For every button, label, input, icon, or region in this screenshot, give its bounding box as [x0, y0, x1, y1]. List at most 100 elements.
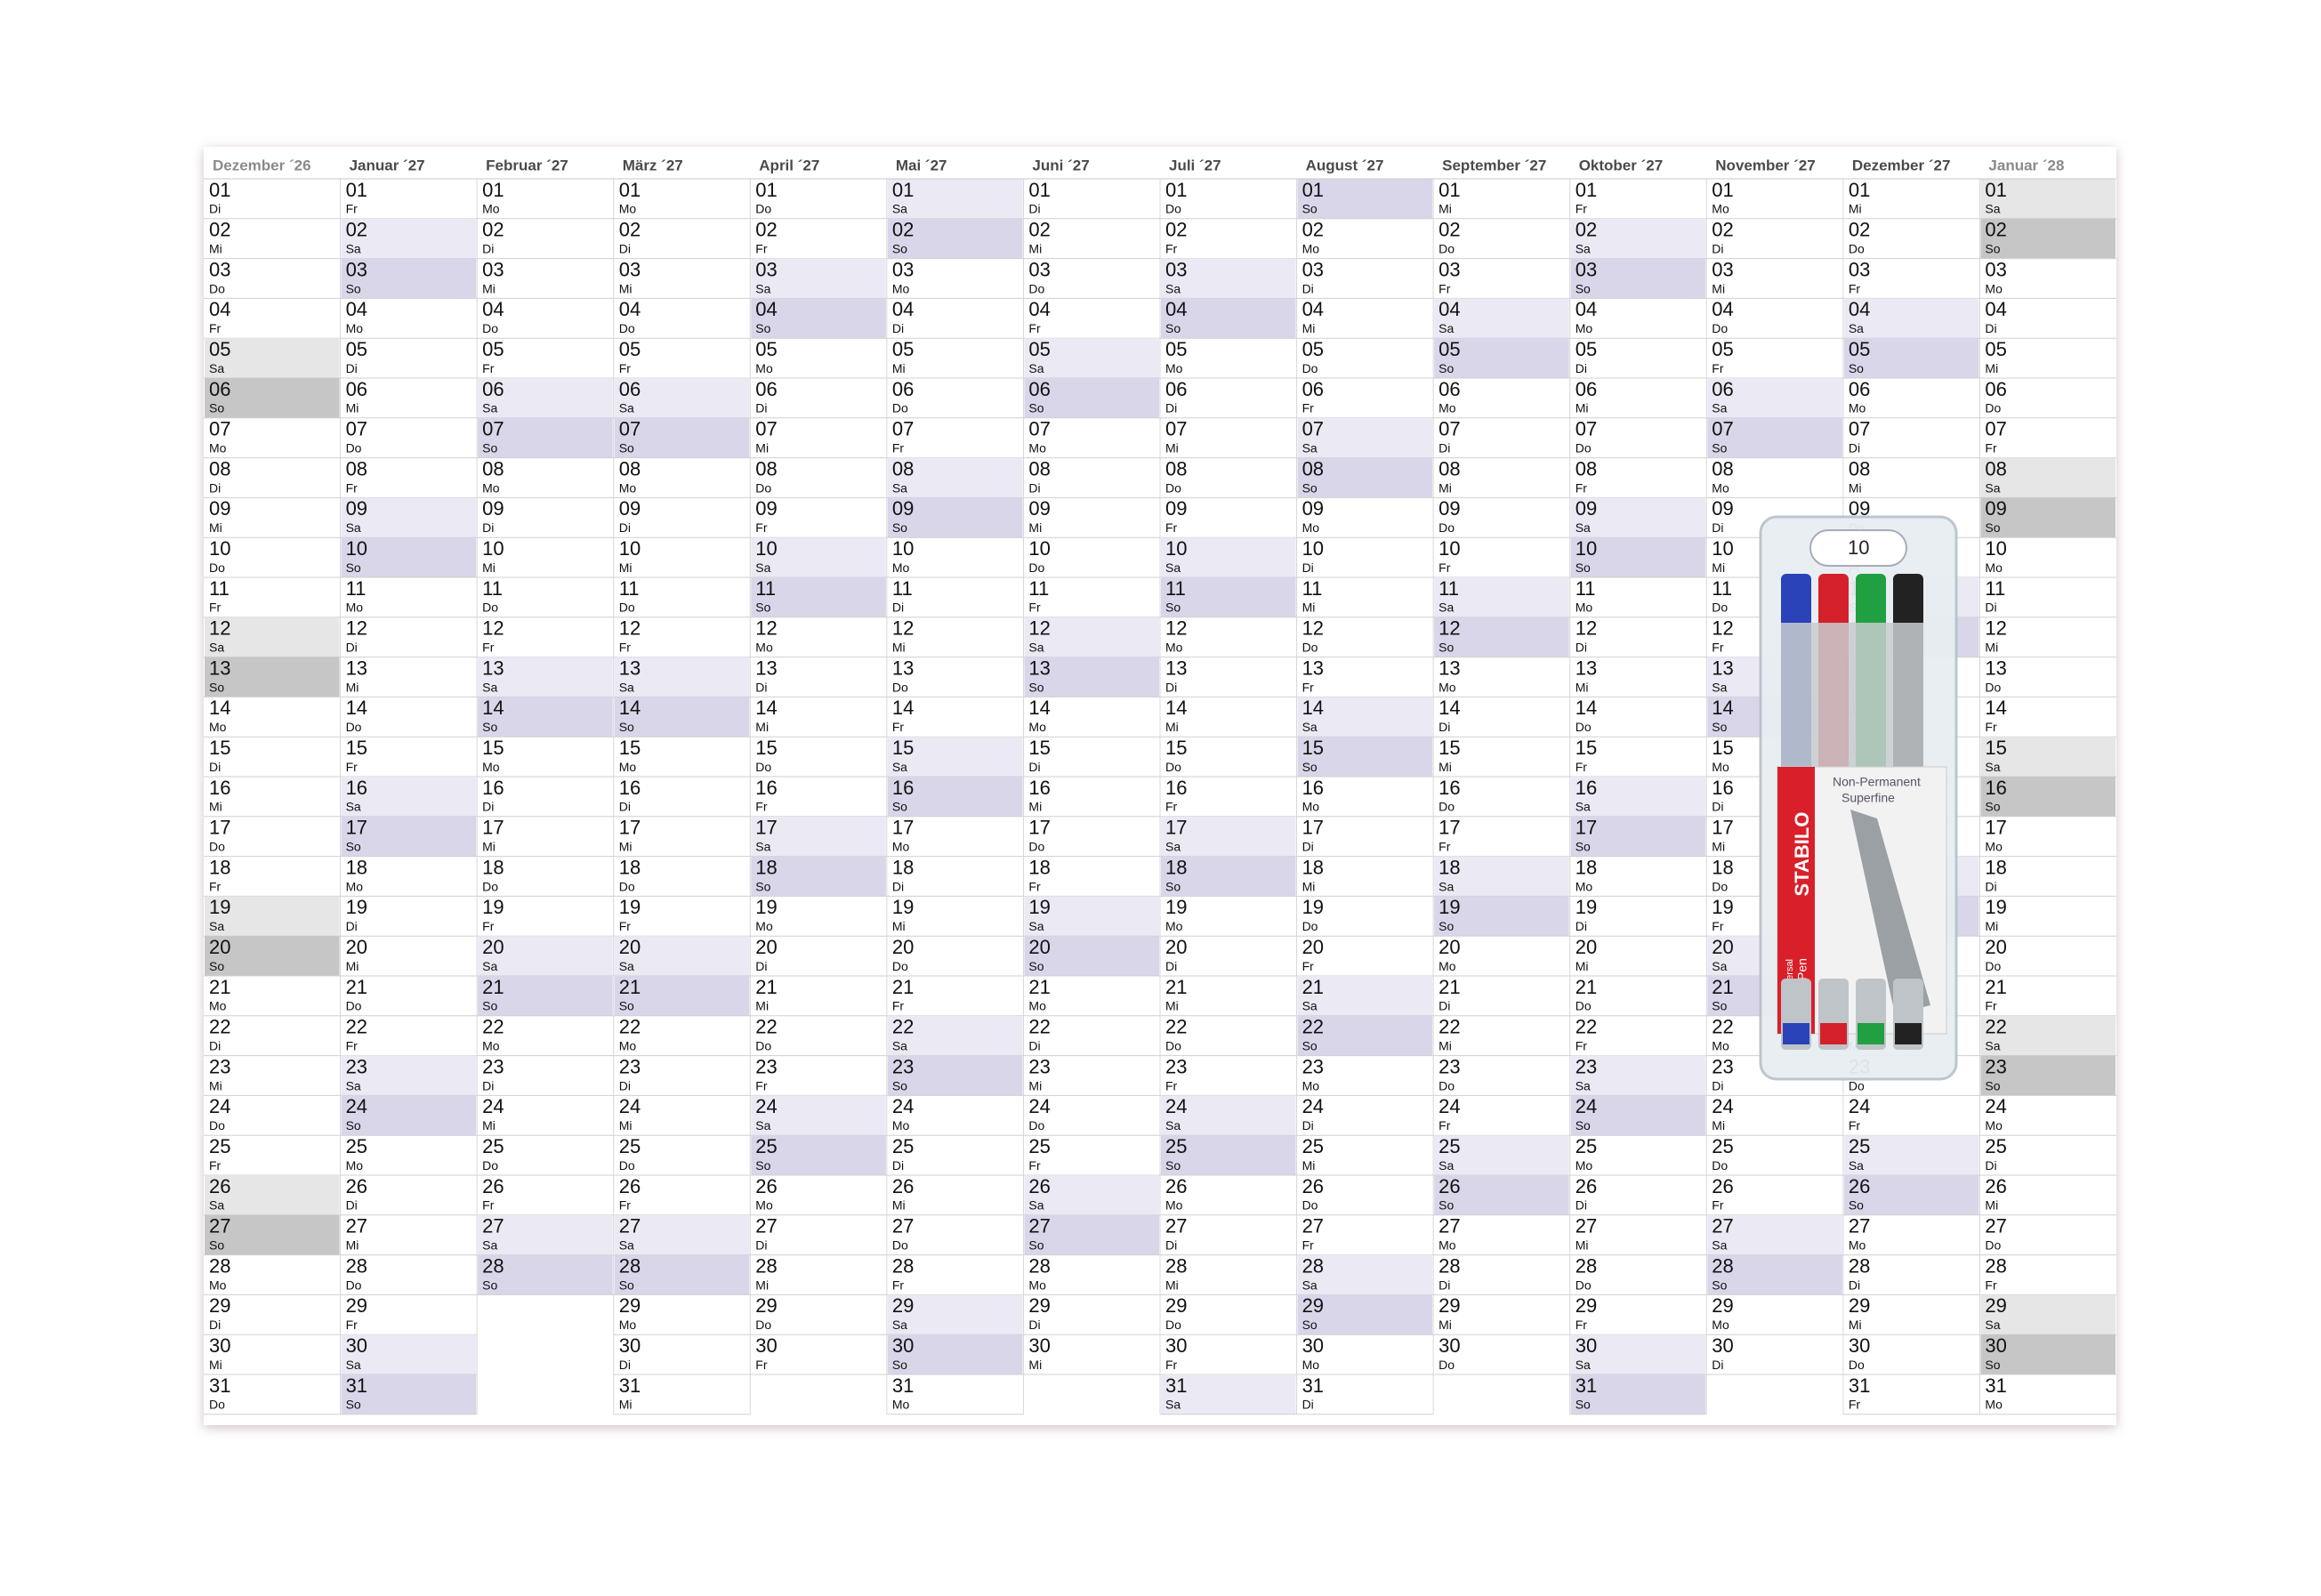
weekday: So [1576, 281, 1591, 295]
day-number: 04 [1302, 298, 1324, 320]
weekday: Mo [1576, 1158, 1593, 1173]
day-number: 07 [346, 418, 367, 440]
day-number: 19 [1302, 896, 1324, 918]
day-number: 28 [346, 1254, 367, 1277]
weekday: Mo [892, 281, 910, 295]
weekday: So [482, 999, 497, 1013]
weekend-cell [1570, 218, 1706, 259]
weekday: Sa [209, 361, 224, 375]
weekday: Fr [1165, 1078, 1178, 1092]
weekday: Mo [482, 480, 500, 495]
weekday: Di [346, 919, 358, 933]
day-number: 17 [482, 817, 504, 839]
weekday: Di [1712, 520, 1723, 535]
day-number: 07 [892, 418, 914, 440]
day-number: 09 [1985, 497, 2006, 520]
day-number: 12 [209, 617, 230, 640]
weekend-cell [751, 537, 886, 577]
day-number: 25 [1439, 1135, 1460, 1157]
day-number: 16 [1028, 777, 1050, 799]
day-number: 28 [1165, 1254, 1187, 1277]
day-number: 22 [619, 1016, 641, 1038]
day-number: 14 [1439, 697, 1460, 719]
day-number: 27 [1985, 1215, 2006, 1237]
day-number: 21 [892, 976, 914, 998]
weekday: Mo [1712, 480, 1729, 495]
weekday: Di [1302, 560, 1314, 575]
day-number: 09 [346, 497, 367, 520]
weekday: Mi [1165, 1278, 1179, 1292]
weekend-cell [1980, 179, 2115, 219]
weekday: Mi [346, 680, 359, 694]
day-number: 17 [619, 817, 641, 839]
day-number: 04 [755, 298, 777, 320]
day-number: 13 [1985, 657, 2006, 679]
weekday: Fr [892, 1278, 905, 1292]
weekday: Mo [619, 1318, 637, 1332]
day-number: 16 [1576, 777, 1597, 799]
day-number: 25 [1028, 1135, 1050, 1157]
weekday: Sa [482, 680, 497, 694]
day-number: 03 [1165, 258, 1187, 280]
weekday: Mi [482, 281, 496, 295]
day-number: 13 [1302, 657, 1324, 679]
weekend-cell [1024, 657, 1159, 697]
day-number: 24 [1576, 1095, 1597, 1117]
weekend-cell [751, 1095, 886, 1136]
weekend-cell [1707, 1254, 1842, 1295]
weekday: Do [1439, 1078, 1455, 1092]
weekday: So [1165, 1158, 1181, 1173]
weekday: Mo [1712, 1318, 1729, 1332]
day-number: 12 [346, 617, 367, 640]
weekend-cell [614, 378, 750, 418]
weekday: Sa [755, 1118, 770, 1133]
day-number: 30 [892, 1334, 914, 1357]
weekday: Sa [1712, 959, 1727, 973]
day-number: 05 [346, 338, 367, 360]
day-number: 28 [619, 1254, 641, 1277]
weekday: Di [346, 361, 358, 375]
weekend-cell [1434, 1135, 1569, 1175]
weekday: Fr [482, 641, 495, 655]
weekday: Di [1849, 1278, 1860, 1292]
weekday: So [619, 999, 634, 1013]
day-number: 02 [209, 219, 230, 241]
day-number: 07 [619, 418, 641, 440]
weekday: Di [755, 680, 767, 694]
weekday: Mi [755, 720, 769, 734]
weekday: Mo [1028, 1278, 1046, 1292]
weekend-cell [614, 1254, 750, 1295]
day-number: 04 [1712, 298, 1733, 320]
weekend-cell [887, 497, 1023, 538]
weekday: Mo [1028, 720, 1046, 734]
day-number: 17 [1985, 817, 2006, 839]
weekday: Fr [482, 1198, 495, 1213]
day-number: 25 [755, 1135, 777, 1157]
day-number: 02 [1576, 219, 1597, 241]
day-number: 07 [482, 418, 504, 440]
weekday: Fr [346, 760, 359, 774]
weekend-cell [887, 1334, 1023, 1374]
day-number: 24 [1849, 1095, 1870, 1117]
weekday: Mo [1302, 1358, 1320, 1372]
weekday: Do [1302, 919, 1318, 933]
weekday: Sa [482, 401, 497, 415]
day-number: 02 [1165, 219, 1187, 241]
day-number: 04 [346, 298, 367, 320]
day-number: 01 [1165, 179, 1187, 201]
weekday: Sa [1439, 879, 1454, 893]
weekday: Sa [1712, 401, 1727, 415]
weekend-cell [1980, 457, 2115, 498]
day-number: 18 [1439, 856, 1460, 878]
day-number: 15 [482, 737, 504, 759]
weekday: Fr [1576, 1318, 1588, 1332]
day-number: 07 [1576, 418, 1597, 440]
weekday: Fr [1985, 999, 1997, 1013]
weekday: Mi [1439, 202, 1452, 216]
weekday: Mi [1028, 800, 1042, 814]
weekend-cell [1024, 1214, 1159, 1255]
weekend-cell [205, 936, 340, 976]
day-number: 02 [755, 219, 777, 241]
day-number: 01 [1576, 179, 1597, 201]
weekend-cell [1024, 1175, 1159, 1215]
